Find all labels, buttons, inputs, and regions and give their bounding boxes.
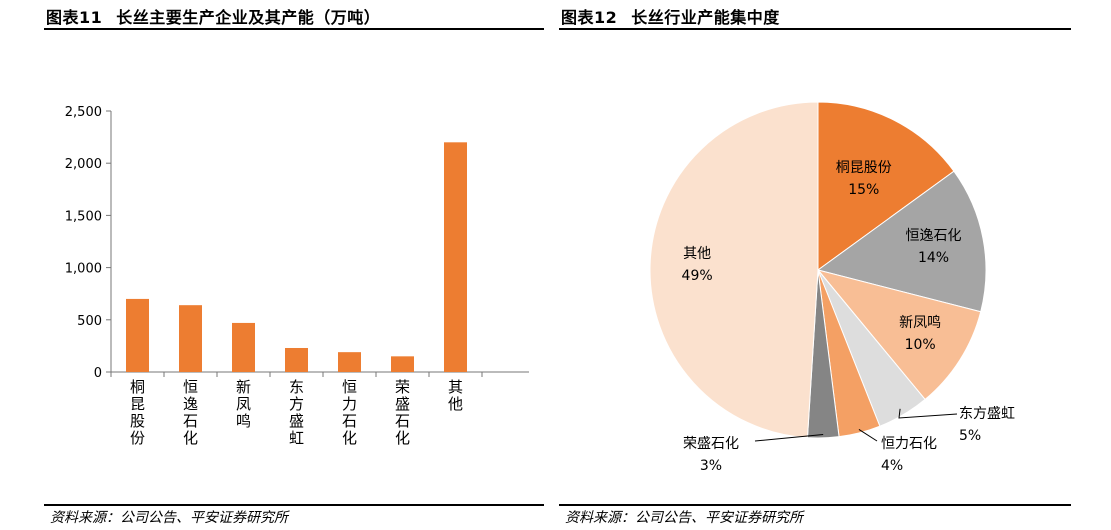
- pie-leader-line: [858, 429, 878, 442]
- pie-chart-title: 图表12 长丝行业产能集中度: [561, 4, 780, 28]
- y-tick-label: 2,000: [65, 157, 102, 172]
- pie-slice: [817, 101, 955, 271]
- y-tick-label: 500: [77, 314, 102, 329]
- x-tick-label: 其他: [448, 378, 463, 413]
- pie-slice-label: 恒力石化: [881, 436, 937, 452]
- pie-leader-line: [754, 434, 824, 442]
- bar: [391, 356, 414, 372]
- bar: [338, 352, 361, 372]
- y-tick-label: 1,000: [65, 262, 102, 277]
- pie-slice-percent: 5%: [959, 428, 981, 444]
- pie-chart-panel: 图表12 长丝行业产能集中度 桐昆股份 15% 恒逸石化 14% 新凤鸣 10% 东方盛虹 5%…: [559, 0, 1071, 530]
- pie-leader-line: [898, 408, 958, 419]
- bar-chart-title-prefix: 图表11: [46, 8, 103, 27]
- pie-slice-percent: 15%: [848, 182, 879, 198]
- pie-slice-percent: 14%: [918, 250, 949, 266]
- pie-slice: [816, 269, 982, 401]
- bar: [179, 305, 202, 372]
- pie-chart-title-text: 长丝行业产能集中度: [631, 8, 780, 27]
- pie-chart-top-rule: [559, 28, 1071, 30]
- x-tick-label: 新凤鸣: [236, 378, 251, 430]
- x-tick-label: 荣盛石化: [395, 378, 410, 447]
- pie-slice-label: 恒逸石化: [906, 228, 962, 244]
- pie-slice-percent: 3%: [700, 458, 722, 474]
- bar-chart-title: 图表11 长丝主要生产企业及其产能（万吨）: [46, 4, 380, 28]
- bar-chart-top-rule: [44, 28, 544, 30]
- x-tick-label: 东方盛虹: [289, 378, 304, 447]
- pie-slice-percent: 49%: [682, 268, 713, 284]
- bar: [126, 298, 149, 372]
- pie-slice-percent: 10%: [905, 337, 936, 353]
- y-tick-label: 0: [94, 366, 102, 381]
- pie-slice-percent: 4%: [881, 458, 903, 474]
- x-tick-label: 恒逸石化: [183, 378, 198, 447]
- pie-slice-label: 桐昆股份: [836, 160, 892, 176]
- bar-chart: 0 500 1,000 1,500 2,000 2,500 桐昆股份 恒逸石化 新凤鸣 东方盛虹 恒…: [65, 105, 529, 447]
- pie-slice-label: 荣盛石化: [683, 436, 739, 452]
- bar-chart-source: 资料来源：公司公告、平安证券研究所: [50, 510, 288, 526]
- pie-slice: [649, 101, 819, 439]
- pie-chart-title-prefix: 图表12: [561, 8, 618, 27]
- x-tick-label: 桐昆股份: [130, 378, 145, 447]
- bar-chart-bottom-rule: [44, 504, 544, 506]
- pie-chart-source: 资料来源：公司公告、平安证券研究所: [565, 510, 803, 526]
- bar-chart-title-text: 长丝主要生产企业及其产能（万吨）: [116, 8, 381, 27]
- bar-chart-panel: 图表11 长丝主要生产企业及其产能（万吨） 0 500 1,000 1,500 2,000…: [44, 0, 544, 530]
- pie-slice-label: 其他: [683, 246, 711, 262]
- pie-slice-label: 新凤鸣: [899, 314, 941, 331]
- y-tick-label: 1,500: [65, 209, 102, 224]
- bar: [285, 347, 308, 372]
- pie-chart: 桐昆股份 15% 恒逸石化 14% 新凤鸣 10% 东方盛虹 5% 恒力石化 4% 荣盛石化 3% 其他…: [649, 101, 1015, 474]
- pie-slice: [816, 170, 987, 313]
- pie-chart-bottom-rule: [559, 504, 1071, 506]
- bar: [232, 322, 255, 372]
- y-tick-label: 2,500: [65, 105, 102, 120]
- bar: [444, 142, 467, 372]
- pie-slice-label: 东方盛虹: [959, 406, 1015, 422]
- x-tick-label: 恒力石化: [342, 378, 357, 447]
